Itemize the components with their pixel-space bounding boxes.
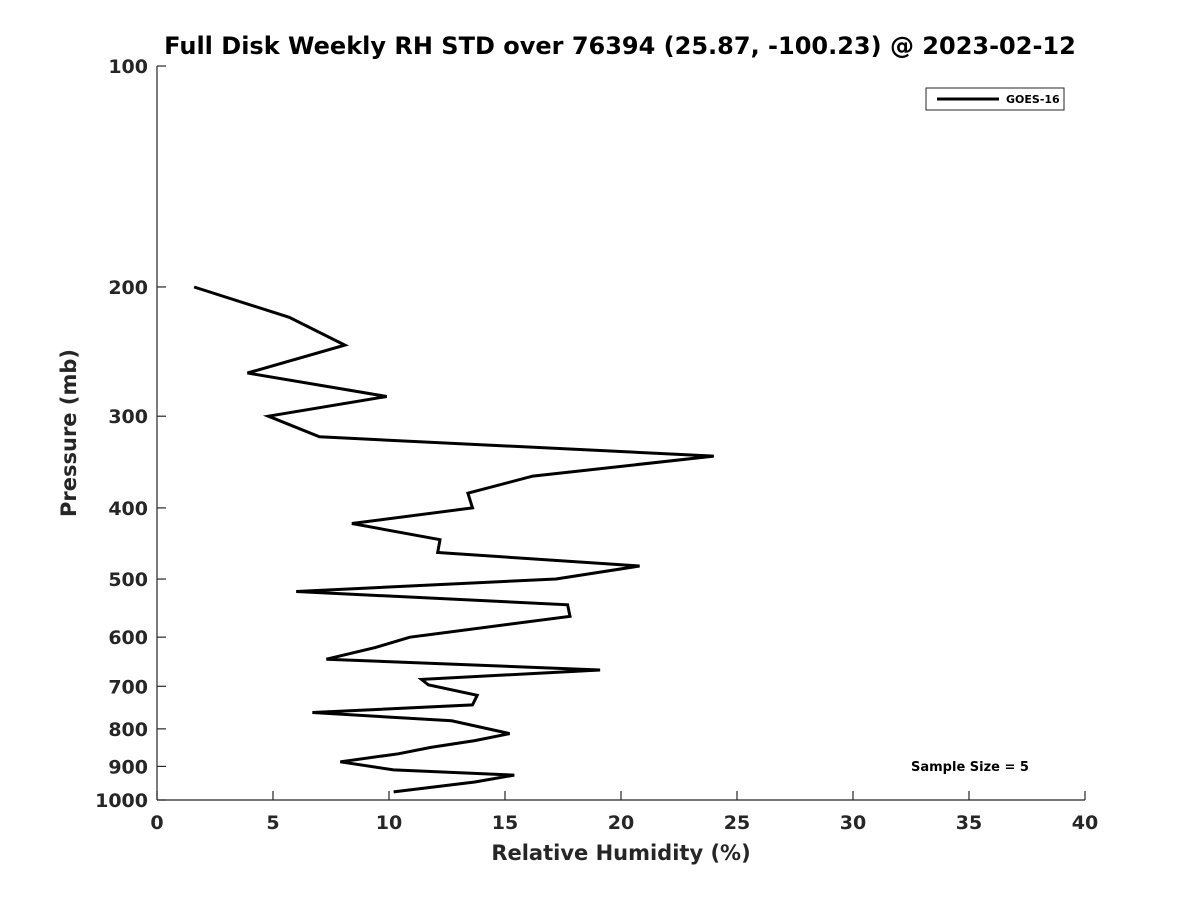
x-tick-label: 15 <box>492 812 518 834</box>
x-tick-label: 10 <box>376 812 402 834</box>
y-tick-label: 600 <box>108 627 148 649</box>
y-axis-ticks: 100 200 300 400 500 600 700 800 900 1000 <box>95 56 166 812</box>
series-layer <box>193 285 714 794</box>
x-tick-label: 35 <box>956 812 982 834</box>
legend: GOES-16 <box>925 87 1065 111</box>
sample-size-annotation: Sample Size = 5 <box>911 760 1029 775</box>
y-tick-label: 900 <box>108 756 148 778</box>
y-tick-label: 400 <box>108 498 148 520</box>
y-tick-label: 700 <box>108 676 148 698</box>
x-axis-label: Relative Humidity (%) <box>491 841 750 865</box>
y-tick-label: 100 <box>108 56 148 78</box>
y-tick-label: 500 <box>108 569 148 591</box>
x-tick-label: 30 <box>840 812 866 834</box>
y-tick-label: 800 <box>108 719 148 741</box>
chart-title: Full Disk Weekly RH STD over 76394 (25.8… <box>164 32 1076 60</box>
x-tick-label: 0 <box>150 812 163 834</box>
y-tick-label: 300 <box>108 406 148 428</box>
x-tick-label: 5 <box>266 812 279 834</box>
plot-area <box>157 66 1085 800</box>
x-tick-label: 40 <box>1072 812 1098 834</box>
series-line-1 <box>193 285 714 794</box>
y-tick-label: 1000 <box>95 790 148 812</box>
y-axis-label: Pressure (mb) <box>57 349 81 517</box>
legend-label: GOES-16 <box>1006 93 1060 106</box>
x-tick-label: 25 <box>724 812 750 834</box>
x-axis-ticks: 0 5 10 15 20 25 30 35 40 <box>150 791 1098 834</box>
y-tick-label: 200 <box>108 277 148 299</box>
x-tick-label: 20 <box>608 812 634 834</box>
